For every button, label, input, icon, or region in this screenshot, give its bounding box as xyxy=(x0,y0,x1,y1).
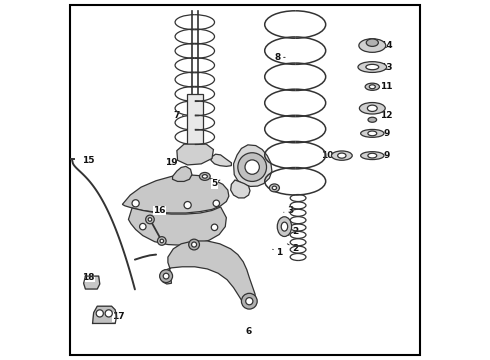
Text: 1: 1 xyxy=(272,248,283,257)
Circle shape xyxy=(96,310,103,317)
Circle shape xyxy=(184,202,191,209)
Circle shape xyxy=(245,160,259,174)
Ellipse shape xyxy=(338,153,346,158)
Ellipse shape xyxy=(202,175,207,178)
Ellipse shape xyxy=(369,85,375,89)
Text: 11: 11 xyxy=(380,82,393,91)
Text: 16: 16 xyxy=(153,206,166,215)
Text: 15: 15 xyxy=(82,156,94,165)
Circle shape xyxy=(132,200,139,207)
Polygon shape xyxy=(122,175,229,213)
Polygon shape xyxy=(231,180,250,198)
Text: 12: 12 xyxy=(380,111,393,120)
Circle shape xyxy=(213,200,220,207)
Text: 14: 14 xyxy=(380,41,393,50)
Ellipse shape xyxy=(361,152,384,159)
Text: 6: 6 xyxy=(245,326,252,336)
Bar xyxy=(187,94,203,144)
Circle shape xyxy=(242,293,257,309)
Ellipse shape xyxy=(281,222,288,231)
Text: 13: 13 xyxy=(380,63,393,72)
Text: 3: 3 xyxy=(284,206,294,215)
Text: 8: 8 xyxy=(274,53,285,62)
Circle shape xyxy=(148,218,152,221)
Ellipse shape xyxy=(368,105,377,112)
Ellipse shape xyxy=(368,117,377,122)
Polygon shape xyxy=(128,207,226,245)
Polygon shape xyxy=(172,166,192,181)
Ellipse shape xyxy=(361,130,384,137)
Polygon shape xyxy=(93,306,117,323)
Ellipse shape xyxy=(359,39,386,52)
Circle shape xyxy=(189,239,199,250)
Text: 2: 2 xyxy=(287,244,298,253)
Circle shape xyxy=(163,273,169,279)
Text: 19: 19 xyxy=(166,158,178,167)
Text: 9: 9 xyxy=(382,151,390,160)
Polygon shape xyxy=(84,276,100,289)
Ellipse shape xyxy=(359,103,385,114)
Circle shape xyxy=(192,242,196,247)
Circle shape xyxy=(105,310,112,317)
Circle shape xyxy=(146,215,154,224)
Ellipse shape xyxy=(199,172,210,180)
Ellipse shape xyxy=(358,62,387,72)
Polygon shape xyxy=(211,154,231,166)
Text: 17: 17 xyxy=(113,312,125,321)
Ellipse shape xyxy=(365,83,379,90)
Ellipse shape xyxy=(331,151,352,160)
Ellipse shape xyxy=(277,217,292,237)
Circle shape xyxy=(140,224,146,230)
Circle shape xyxy=(245,298,253,305)
Ellipse shape xyxy=(272,186,276,190)
Text: 4: 4 xyxy=(258,159,266,168)
Polygon shape xyxy=(177,144,214,165)
Polygon shape xyxy=(161,241,256,307)
Circle shape xyxy=(157,237,166,245)
Ellipse shape xyxy=(270,184,279,192)
Polygon shape xyxy=(234,145,272,186)
Circle shape xyxy=(211,224,218,230)
Ellipse shape xyxy=(366,64,379,70)
Ellipse shape xyxy=(366,39,378,46)
Text: 2: 2 xyxy=(287,228,298,237)
Circle shape xyxy=(160,270,172,283)
Circle shape xyxy=(238,153,267,181)
Text: 9: 9 xyxy=(382,129,390,138)
Text: 18: 18 xyxy=(82,273,94,282)
Circle shape xyxy=(160,239,164,243)
Ellipse shape xyxy=(368,131,377,136)
Text: 5: 5 xyxy=(211,179,220,188)
Ellipse shape xyxy=(368,153,377,158)
Text: 7: 7 xyxy=(173,111,183,120)
Text: 10: 10 xyxy=(321,151,334,160)
